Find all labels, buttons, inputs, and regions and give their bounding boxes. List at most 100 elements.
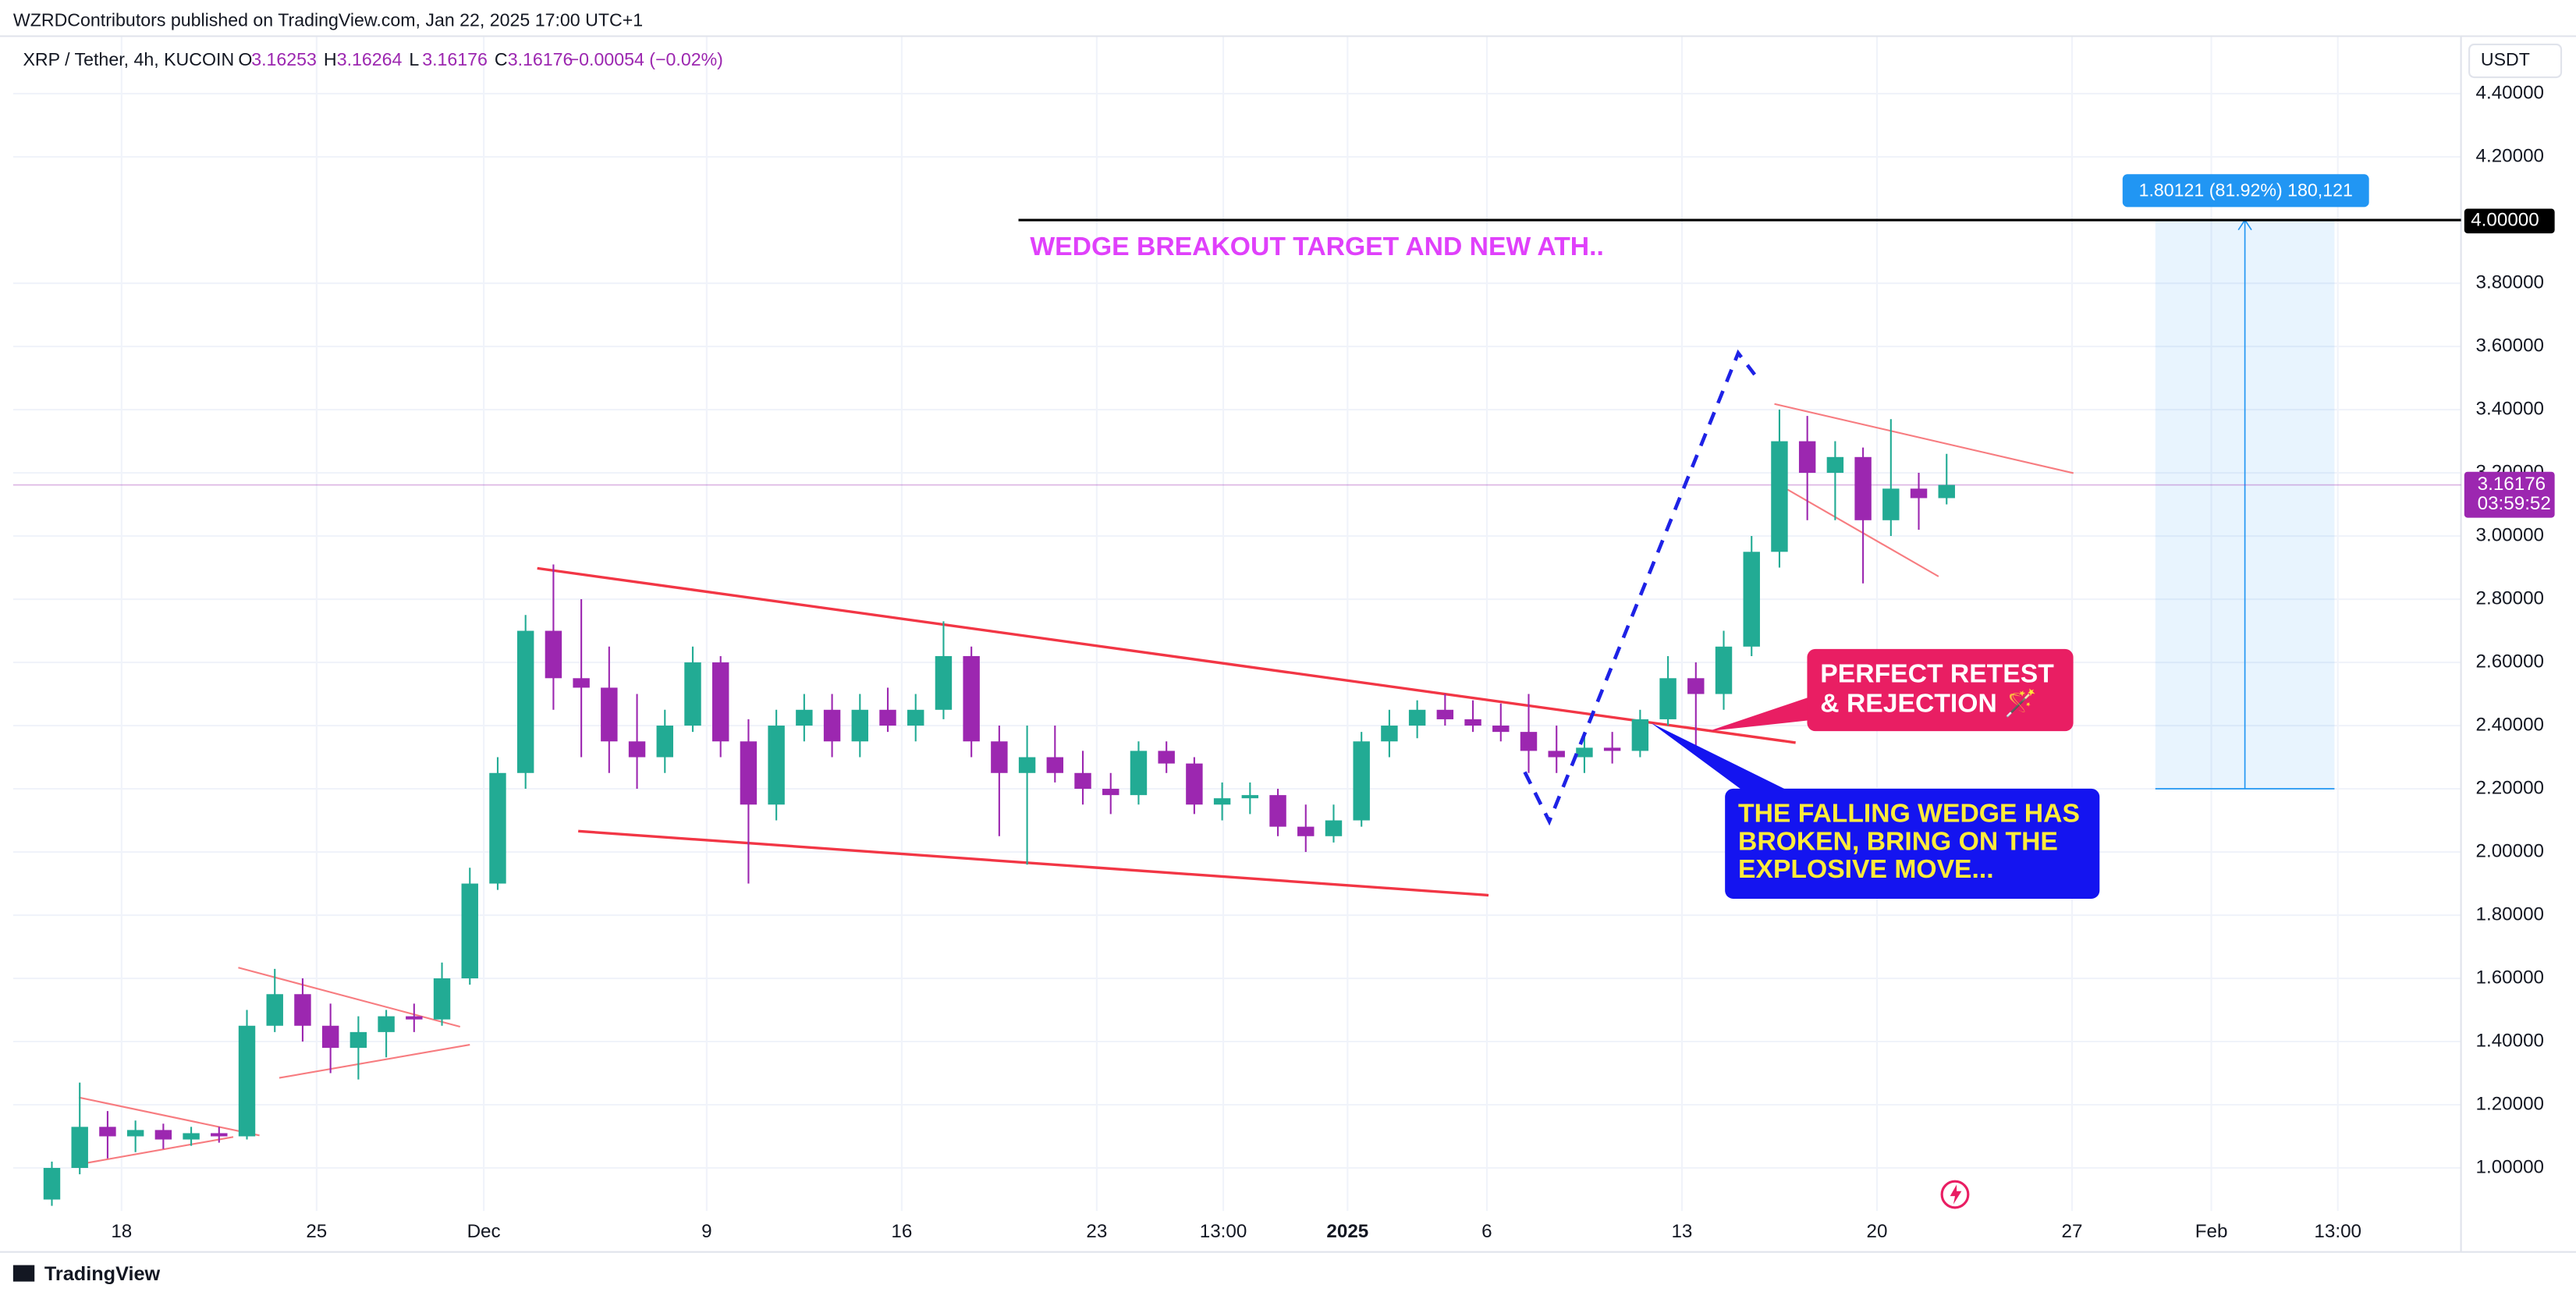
candle-body [1687,678,1705,694]
x-tick-label: 9 [701,1221,711,1242]
candle-body [378,1016,395,1032]
candle-body [516,630,534,773]
symbol: XRP / Tether, 4h, KUCOIN [23,49,234,69]
callout-text: EXPLOSIVE MOVE... [1738,855,1994,884]
candle-body [1938,484,1955,499]
candle-body [43,1167,61,1200]
candle-body [1186,763,1203,805]
candle-body [154,1130,172,1140]
trendline [78,1096,260,1137]
candle-body [433,978,451,1020]
trendline [578,829,1489,897]
ohlc-value: 3.16176 [422,49,488,69]
y-tick-label: 3.60000 [2476,335,2545,356]
callout-box [1807,648,2074,732]
ohlc-label: O [238,49,252,69]
y-tick-label: 1.20000 [2476,1093,2545,1114]
y-tick-label: 3.80000 [2476,272,2545,293]
x-tick-label: 27 [2062,1221,2083,1242]
x-tick-label: 6 [1481,1221,1492,1242]
trendline [279,1044,470,1079]
candle-body [266,994,283,1026]
last-price-label: 3.16176 [2478,474,2546,495]
candle-body [1325,820,1343,836]
candle-body [1158,751,1175,764]
candle-body [740,741,758,805]
y-tick-label: 2.20000 [2476,777,2545,798]
currency: USDT [2481,49,2530,69]
candle-body [1018,757,1036,773]
countdown-label: 03:59:52 [2478,493,2551,514]
candle-body [711,662,729,742]
projection-path [1523,349,1757,826]
candle-body [1464,719,1481,726]
ohlc-label: C [495,49,508,69]
callout-text: PERFECT RETEST [1820,659,2054,688]
candle-body [796,709,813,726]
candle-body [1408,709,1426,726]
candle-body [1576,747,1593,758]
x-tick-label: 16 [891,1221,912,1242]
candle-body [1631,719,1649,751]
trendline [1774,403,2074,474]
candle-body [545,630,562,679]
measure-label-box [2122,174,2369,208]
candle-body [573,678,590,688]
trendline [537,566,1796,744]
x-tick-label: 2025 [1326,1221,1368,1242]
x-tick-label: Feb [2195,1221,2228,1242]
candle-body [1659,678,1677,719]
target-label-box [2464,208,2555,234]
candle-body [991,741,1008,773]
candle-body [349,1031,367,1049]
x-tick-label: 23 [1086,1221,1107,1242]
candle-body [126,1130,144,1137]
y-tick-label: 2.40000 [2476,714,2545,735]
candle-body [1074,772,1091,790]
candle-body [183,1133,200,1140]
candle-body [211,1133,228,1137]
ohlc-value: 3.16253 [251,49,317,69]
annotation-text: WEDGE BREAKOUT TARGET AND NEW ATH.. [1030,232,1603,261]
x-tick-label: 20 [1866,1221,1887,1242]
callout-text: & REJECTION 🪄 [1820,687,2037,718]
y-tick-label: 1.60000 [2476,967,2545,988]
candle-body [1297,826,1315,836]
candle-body [601,687,618,742]
candle-body [1269,795,1286,827]
candle-body [1826,456,1844,474]
x-tick-label: 18 [111,1221,132,1242]
candle-body [1102,789,1119,796]
candle-body [1213,798,1231,805]
y-tick-label: 4.20000 [2476,145,2545,166]
candle-body [1353,741,1370,821]
y-tick-label: 1.00000 [2476,1156,2545,1177]
price-change: −0.00054 (−0.02%) [569,49,723,69]
x-tick-label: 13:00 [2314,1221,2361,1242]
y-tick-label: 3.40000 [2476,398,2545,419]
callout-text: THE FALLING WEDGE HAS [1738,799,2080,828]
brand: TradingView [44,1263,161,1285]
candle-body [656,726,673,758]
callout-pointer [1708,694,1815,732]
footer-logo [12,1265,35,1282]
candle-body [879,709,896,726]
candle-body [1910,488,1928,499]
candle-body [907,709,924,726]
x-tick-label: 13:00 [1200,1221,1247,1242]
icon-ring [1940,1180,1970,1209]
candle-body [768,726,785,805]
candle-body [1520,732,1538,751]
ohlc-value: 3.16264 [337,49,403,69]
currency-box [2468,43,2563,79]
candle-body [489,772,506,884]
y-tick-label: 1.80000 [2476,903,2545,925]
candle-body [1771,441,1788,552]
icon-bolt [1950,1184,1962,1205]
candle-body [1603,747,1621,751]
ohlc-label: H [324,49,337,69]
y-tick-label: 3.00000 [2476,524,2545,545]
